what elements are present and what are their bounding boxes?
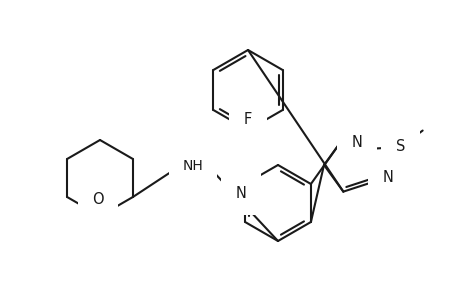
Text: NH: NH: [182, 159, 203, 173]
Text: N: N: [235, 185, 246, 200]
Text: F: F: [243, 112, 252, 128]
Text: O: O: [92, 193, 104, 208]
Text: S: S: [395, 139, 404, 154]
Text: N: N: [382, 170, 392, 185]
Text: N: N: [351, 135, 361, 150]
